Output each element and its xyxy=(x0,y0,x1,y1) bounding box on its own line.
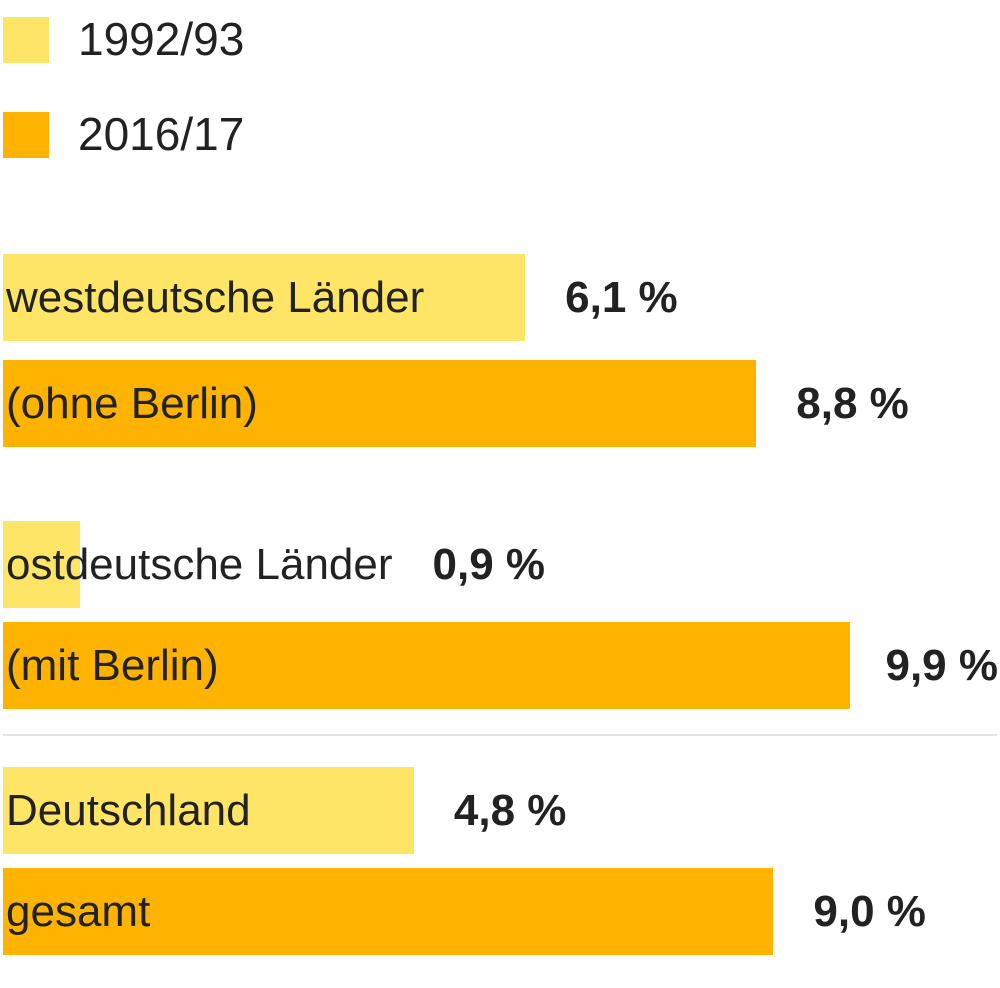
category-label-0-line-0: westdeutsche Länder xyxy=(6,273,425,322)
bar-1992-93-1 xyxy=(3,521,81,608)
category-label-1-line-0: ostdeutsche Länder xyxy=(6,540,393,589)
category-label-1-line-1: (mit Berlin) xyxy=(6,641,219,690)
bar-1992-93-2 xyxy=(3,767,414,854)
value-label-1992-93-2: 4,8 % xyxy=(453,786,567,835)
category-label-0-line-1: (ohne Berlin) xyxy=(6,379,258,428)
bar-2016-17-1 xyxy=(3,622,851,709)
category-label-2-line-1: gesamt xyxy=(6,887,151,936)
bar-2016-17-2 xyxy=(3,868,774,955)
legend-label-2016-17: 2016/17 xyxy=(78,108,245,160)
value-label-2016-17-2: 9,0 % xyxy=(813,887,926,936)
legend-swatch-2016-17 xyxy=(3,112,49,158)
value-label-1992-93-1: 0,9 % xyxy=(432,540,546,589)
group-separator xyxy=(3,734,997,736)
legend-swatch-1992-93 xyxy=(3,17,49,63)
bar-2016-17-0 xyxy=(3,360,757,447)
value-label-2016-17-1: 9,9 % xyxy=(885,641,998,690)
value-label-2016-17-0: 8,8 % xyxy=(796,379,909,428)
legend-label-1992-93: 1992/93 xyxy=(78,13,245,65)
bar-1992-93-0 xyxy=(3,254,526,341)
value-label-1992-93-0: 6,1 % xyxy=(565,273,678,322)
category-label-2-line-0: Deutschland xyxy=(6,786,251,835)
